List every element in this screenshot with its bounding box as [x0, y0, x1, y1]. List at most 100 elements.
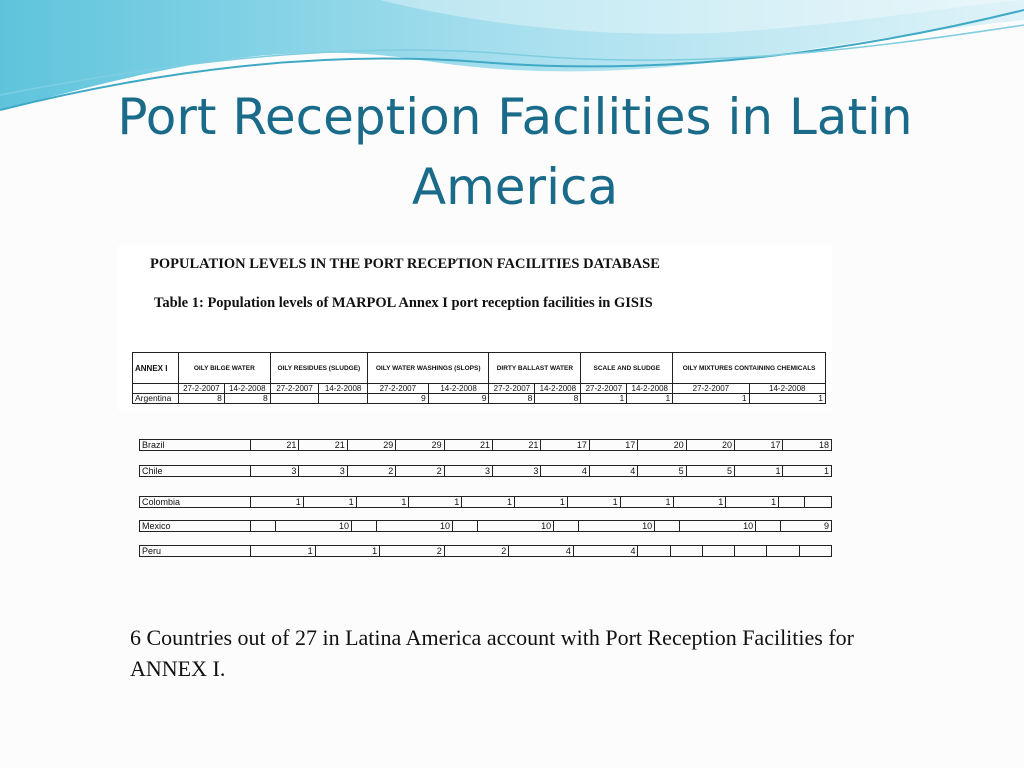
- date-header: 27-2-2007: [269, 383, 320, 394]
- date-header: 14-2-2008: [748, 383, 827, 394]
- country-name: Chile: [139, 465, 251, 477]
- header-wave-decoration: [0, 0, 1024, 111]
- value-cell: 10: [376, 520, 454, 532]
- date-header: 27-2-2007: [366, 383, 429, 394]
- value-cell: 1: [672, 496, 727, 508]
- value-cell: 1: [626, 393, 674, 404]
- value-cell: [778, 496, 806, 508]
- value-cell: 9: [780, 520, 832, 532]
- category-header: OILY WATER WASHINGS (SLOPS): [366, 352, 490, 384]
- value-cell: 21: [249, 439, 300, 451]
- value-cell: 17: [540, 439, 590, 451]
- annex-label: ANNEX I: [132, 352, 179, 384]
- value-cell: 1: [580, 393, 628, 404]
- value-cell: [755, 520, 782, 532]
- value-cell: 10: [578, 520, 656, 532]
- table-row: Brazil 21 21 29 29 21 21 17 17 20 20 17 …: [139, 439, 832, 451]
- category-header: DIRTY BALLAST WATER: [488, 352, 582, 384]
- value-cell: [798, 545, 833, 557]
- value-cell: [553, 520, 580, 532]
- value-cell: 1: [514, 496, 568, 508]
- category-header: OILY BILGE WATER: [177, 352, 271, 384]
- value-cell: 8: [488, 393, 536, 404]
- value-cell: [637, 545, 671, 557]
- value-cell: [318, 393, 368, 404]
- table-row: Chile 3 3 2 2 3 3 4 4 5 5 1 1: [139, 465, 832, 477]
- category-header: SCALE AND SLUDGE: [580, 352, 674, 384]
- value-cell: 1: [566, 496, 621, 508]
- value-cell: [701, 545, 736, 557]
- value-cell: 8: [534, 393, 582, 404]
- facilities-header-table: ANNEX I OILY BILGE WATER OILY RESIDUES (…: [132, 352, 827, 404]
- slide-caption: 6 Countries out of 27 in Latina America …: [130, 625, 855, 681]
- country-name: Argentina: [132, 393, 179, 404]
- value-cell: 1: [250, 545, 316, 557]
- value-cell: 29: [346, 439, 397, 451]
- value-cell: 4: [508, 545, 574, 557]
- value-cell: 2: [443, 545, 510, 557]
- value-cell: 3: [298, 465, 348, 477]
- value-cell: 2: [379, 545, 445, 557]
- table-row: Argentina 8 8 9 9 8 8 1 1 1 1: [132, 393, 827, 404]
- date-header: 14-2-2008: [427, 383, 490, 394]
- value-cell: 21: [298, 439, 348, 451]
- value-cell: [351, 520, 378, 532]
- value-cell: 1: [250, 496, 304, 508]
- empty-cell: [132, 383, 179, 394]
- value-cell: 5: [685, 465, 736, 477]
- value-cell: 8: [177, 393, 225, 404]
- value-cell: [452, 520, 479, 532]
- country-name: Peru: [139, 545, 251, 557]
- date-header: 27-2-2007: [672, 383, 750, 394]
- value-cell: 1: [619, 496, 674, 508]
- table-row: Colombia 1 1 1 1 1 1 1 1 1 1: [139, 496, 832, 508]
- value-cell: 8: [223, 393, 271, 404]
- value-cell: 3: [492, 465, 542, 477]
- value-cell: 3: [249, 465, 300, 477]
- value-cell: 9: [427, 393, 490, 404]
- value-cell: 2: [346, 465, 397, 477]
- value-cell: 1: [302, 496, 357, 508]
- value-cell: 1: [461, 496, 516, 508]
- slide-title: Port Reception Facilities in Latin Ameri…: [117, 88, 913, 216]
- value-cell: 1: [314, 545, 381, 557]
- country-name: Colombia: [139, 496, 251, 508]
- value-cell: 10: [275, 520, 353, 532]
- value-cell: 1: [748, 393, 827, 404]
- value-cell: 1: [782, 465, 832, 477]
- value-cell: 10: [477, 520, 555, 532]
- country-name: Brazil: [139, 439, 251, 451]
- value-cell: 1: [734, 465, 784, 477]
- value-cell: [766, 545, 800, 557]
- table-row: Mexico 10 10 10 10 10 9: [139, 520, 832, 532]
- value-cell: 20: [685, 439, 736, 451]
- value-cell: 17: [588, 439, 639, 451]
- value-cell: 4: [572, 545, 639, 557]
- date-header: 27-2-2007: [177, 383, 225, 394]
- date-header: 27-2-2007: [580, 383, 628, 394]
- table-caption: Table 1: Population levels of MARPOL Ann…: [154, 295, 653, 311]
- value-cell: 18: [782, 439, 832, 451]
- value-cell: 21: [443, 439, 494, 451]
- value-cell: 10: [679, 520, 757, 532]
- value-cell: 4: [588, 465, 639, 477]
- table-row: Peru 1 1 2 2 4 4: [139, 545, 833, 557]
- value-cell: 20: [637, 439, 687, 451]
- value-cell: [734, 545, 768, 557]
- value-cell: 1: [725, 496, 780, 508]
- category-header: OILY RESIDUES (SLUDGE): [269, 352, 368, 384]
- value-cell: [654, 520, 681, 532]
- value-cell: 21: [492, 439, 542, 451]
- date-header: 14-2-2008: [534, 383, 582, 394]
- value-cell: 9: [366, 393, 429, 404]
- value-cell: 2: [395, 465, 445, 477]
- country-name: Mexico: [139, 520, 251, 532]
- value-cell: [804, 496, 832, 508]
- value-cell: 1: [355, 496, 410, 508]
- value-cell: 29: [395, 439, 445, 451]
- value-cell: 1: [672, 393, 750, 404]
- date-header: 14-2-2008: [626, 383, 674, 394]
- value-cell: 3: [443, 465, 494, 477]
- value-cell: 17: [734, 439, 784, 451]
- date-header: 14-2-2008: [318, 383, 368, 394]
